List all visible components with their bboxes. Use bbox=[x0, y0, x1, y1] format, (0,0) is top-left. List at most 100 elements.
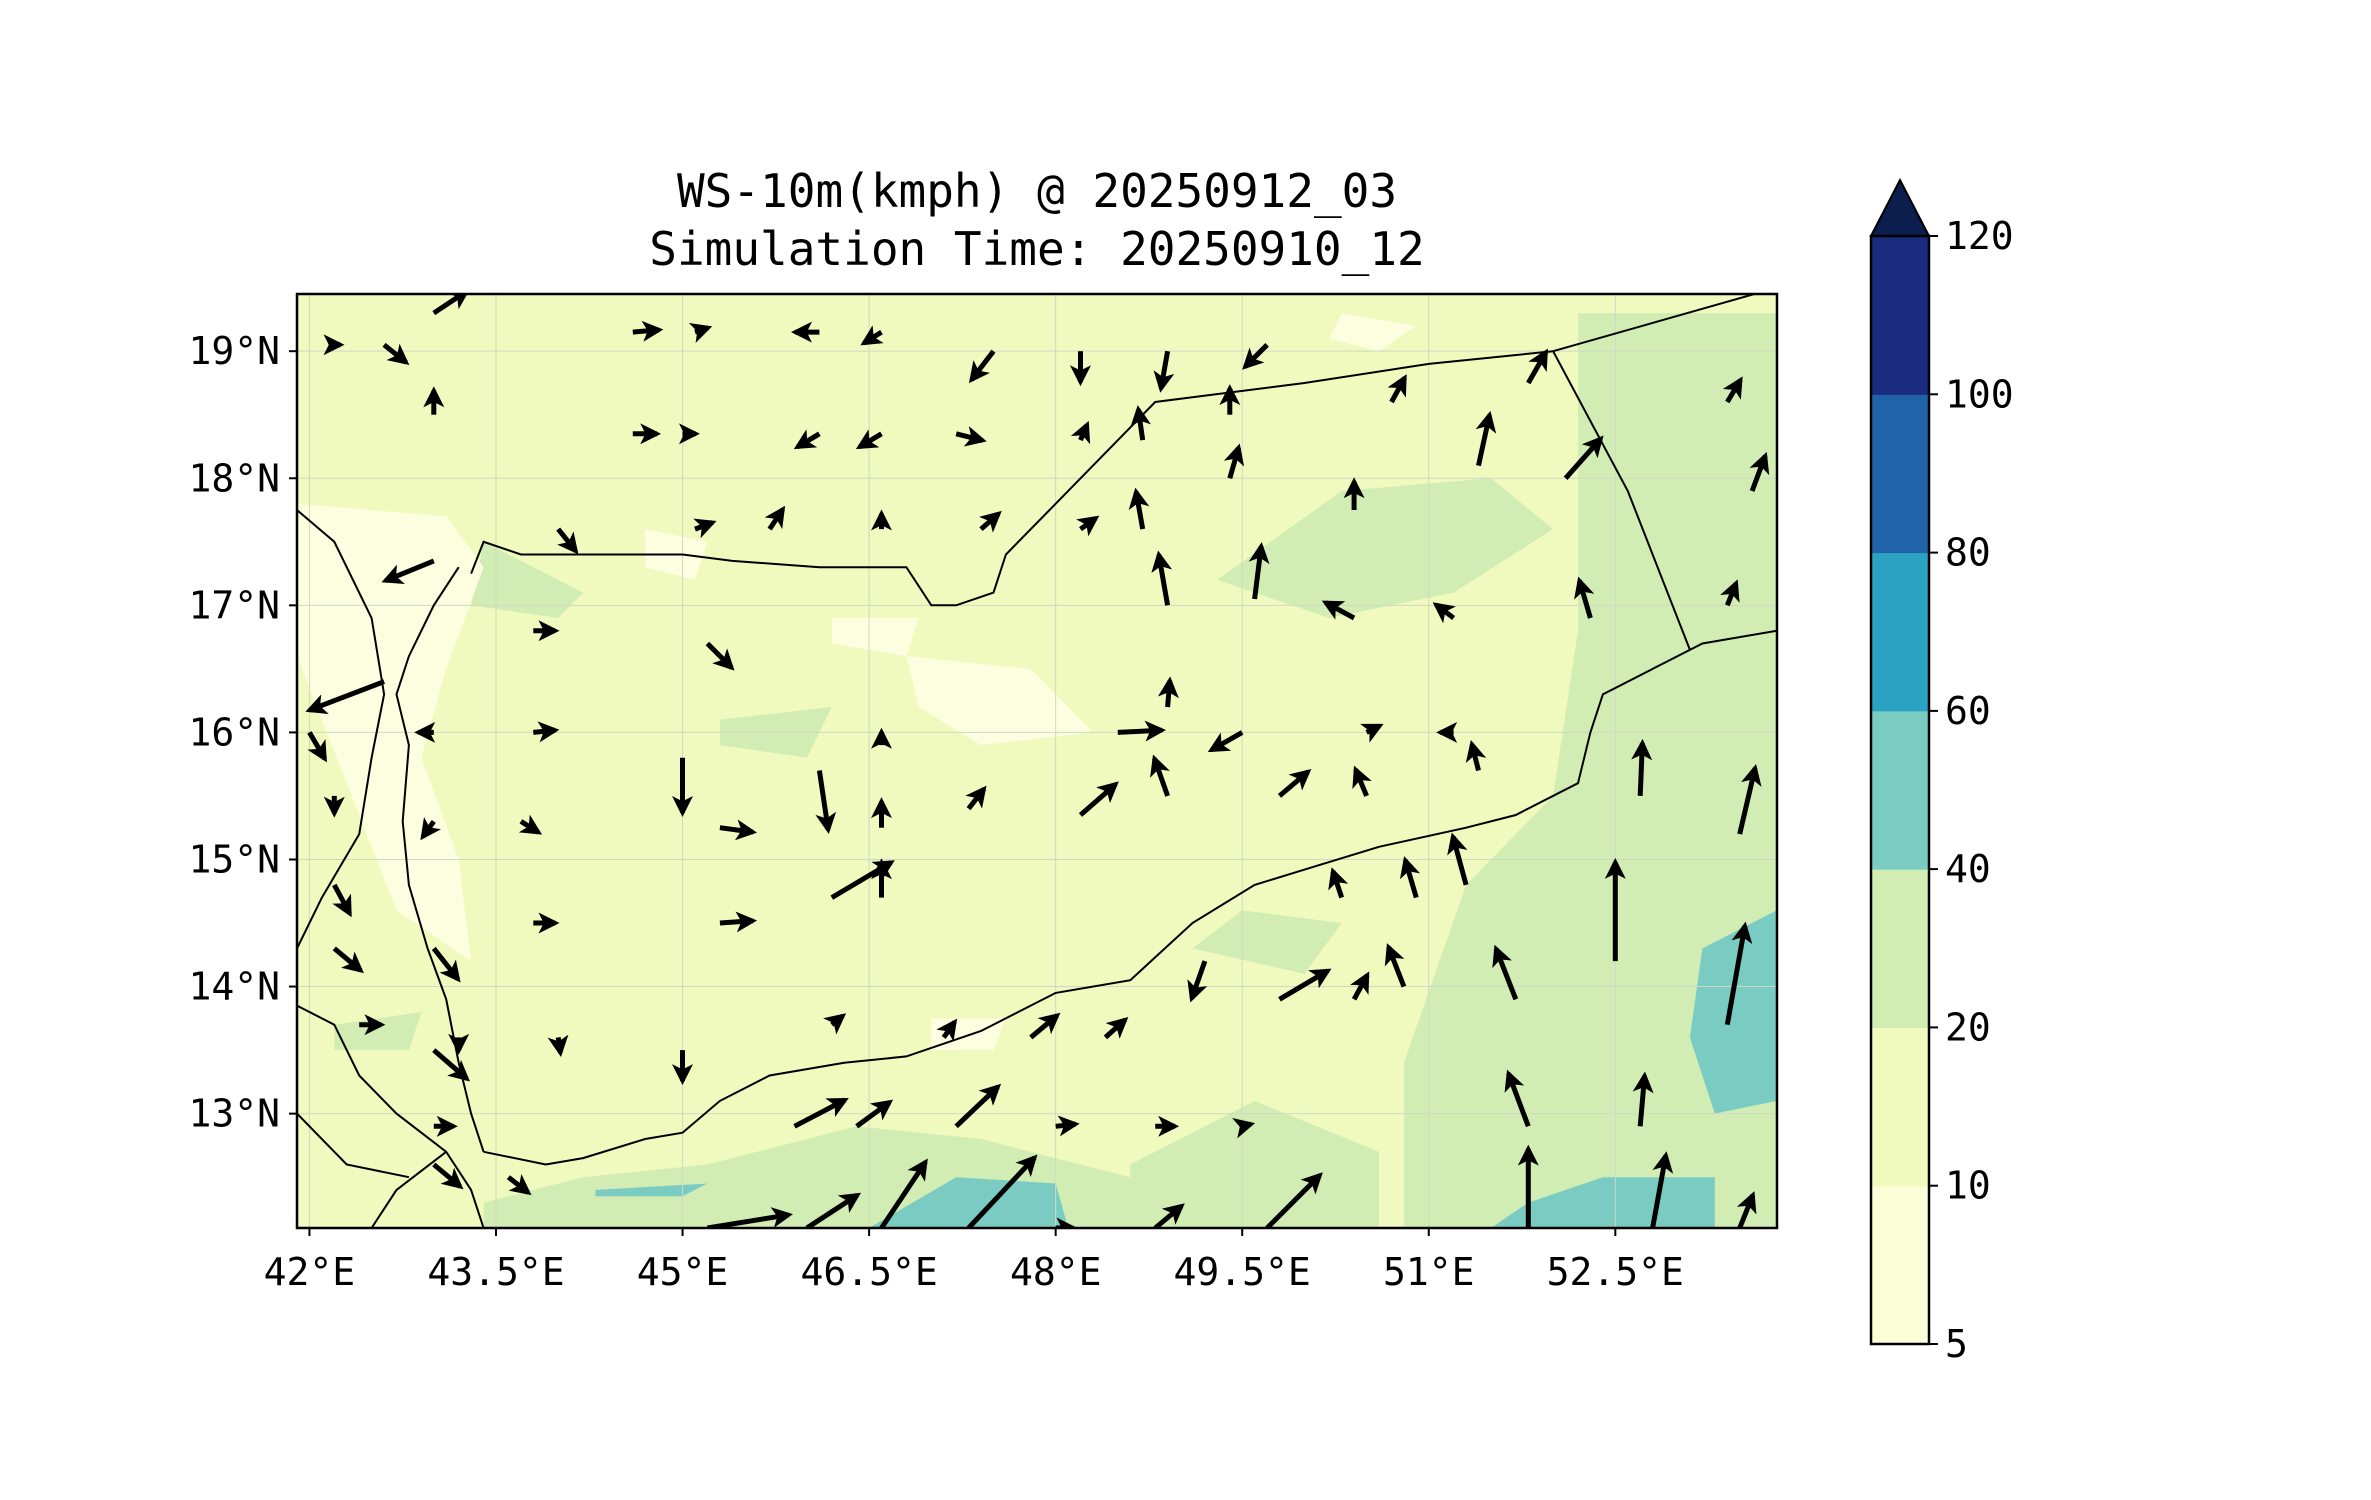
wind-vector bbox=[1722, 376, 1743, 404]
wind-vector bbox=[965, 785, 987, 811]
lon-tick-label: 45°E bbox=[637, 1250, 729, 1294]
wind-vector bbox=[533, 721, 560, 743]
wind-speed-field bbox=[297, 313, 1777, 1228]
wind-vector bbox=[1737, 764, 1762, 835]
wind-vector bbox=[382, 342, 410, 366]
wind-vector bbox=[1128, 487, 1150, 530]
horn-coastline bbox=[297, 1004, 485, 1228]
wind-vector bbox=[1475, 410, 1497, 467]
field-region-40-60 bbox=[1689, 910, 1777, 1114]
wind-vector bbox=[1574, 576, 1595, 619]
wind-vector bbox=[1350, 971, 1370, 1001]
wind-vector bbox=[855, 1099, 894, 1129]
lat-tick-label: 19°N bbox=[188, 329, 280, 373]
wind-vector bbox=[936, 1018, 958, 1042]
colorbar-band bbox=[1871, 236, 1929, 395]
wind-vector bbox=[793, 429, 821, 450]
wind-vector bbox=[879, 1158, 928, 1228]
wind-vector bbox=[1384, 943, 1407, 988]
field-region-5-10 bbox=[831, 618, 919, 657]
wind-vector bbox=[1749, 451, 1770, 492]
field-region-40-60 bbox=[869, 1177, 1069, 1228]
colorbar-frame bbox=[1869, 234, 1931, 1346]
lat-tick-label: 18°N bbox=[188, 456, 280, 500]
field-region-20-40 bbox=[471, 541, 584, 618]
wind-vector bbox=[719, 819, 758, 841]
wind-vector bbox=[688, 323, 713, 343]
field-region-20-40 bbox=[1130, 1100, 1379, 1228]
wind-vector bbox=[431, 946, 461, 983]
wind-vector bbox=[979, 510, 1002, 533]
field-region-5-10 bbox=[906, 656, 1093, 746]
wind-vector bbox=[381, 558, 435, 585]
wind-vector bbox=[1504, 1069, 1531, 1128]
wind-vector bbox=[1029, 1012, 1061, 1040]
lat-tick-label: 14°N bbox=[188, 965, 280, 1009]
wind-vector bbox=[1387, 374, 1407, 404]
wind-vector bbox=[1321, 600, 1356, 621]
wind-vector bbox=[815, 770, 837, 835]
wind-vector bbox=[1277, 768, 1312, 798]
chart-title: WS-10m(kmph) @ 20250912_03 Simulation Ti… bbox=[297, 162, 1777, 278]
field-region-5-10 bbox=[1329, 313, 1417, 352]
wind-vector bbox=[1153, 1203, 1185, 1228]
wind-vector bbox=[1157, 676, 1179, 708]
wind-vector bbox=[1232, 1117, 1256, 1139]
wind-vector bbox=[518, 814, 543, 835]
colorbar-band bbox=[1871, 1027, 1929, 1187]
wind-vector bbox=[1278, 968, 1332, 1002]
lat-tick-label: 13°N bbox=[188, 1092, 280, 1136]
wind-vector bbox=[1631, 738, 1653, 797]
wind-vector bbox=[764, 505, 786, 531]
lon-tick-labels: 42°E 43.5°E 45°E 46.5°E 48°E 49.5°E 51°E 52.5°E bbox=[264, 1228, 1684, 1294]
wind-vector bbox=[547, 1034, 569, 1057]
wind-vector bbox=[1720, 579, 1740, 607]
wind-vector bbox=[1465, 740, 1487, 772]
wind-vector bbox=[1207, 730, 1244, 753]
lat-tick-labels: 19°N 18°N 17°N 16°N 15°N 14°N 13°N bbox=[188, 329, 297, 1136]
wind-vector bbox=[1248, 542, 1270, 600]
lon-tick-label: 48°E bbox=[1010, 1250, 1102, 1294]
colorbar-band bbox=[1871, 869, 1929, 1028]
colorbar-tick-label: 20 bbox=[1945, 1005, 1991, 1049]
title-line-2: Simulation Time: 20250910_12 bbox=[649, 222, 1425, 276]
wind-vector bbox=[556, 527, 579, 555]
map-panel: 42°E 43.5°E 45°E 46.5°E 48°E 49.5°E 51°E 52.5°E… bbox=[188, 292, 1779, 1294]
wind-vector bbox=[966, 1154, 1038, 1228]
wind-vector bbox=[1360, 723, 1384, 743]
colorbar-band bbox=[1871, 552, 1929, 712]
wind-vector bbox=[1242, 343, 1269, 370]
wind-vector bbox=[1526, 348, 1549, 385]
wind-vector bbox=[823, 1013, 847, 1035]
yemen-saudi-border bbox=[470, 350, 1554, 607]
wind-vector bbox=[1078, 781, 1119, 817]
wind-vector bbox=[1328, 867, 1349, 899]
lon-tick-label: 49.5°E bbox=[1174, 1250, 1311, 1294]
lon-tick-label: 52.5°E bbox=[1547, 1250, 1684, 1294]
lat-tick-label: 16°N bbox=[188, 710, 280, 754]
wind-vector bbox=[954, 1083, 1002, 1129]
colorbar-tick-label: 10 bbox=[1945, 1164, 1991, 1208]
colorbar-extend-triangle bbox=[1869, 177, 1931, 237]
wind-vector bbox=[805, 1192, 862, 1228]
wind-vector bbox=[1103, 1017, 1129, 1040]
wind-vector bbox=[432, 1162, 464, 1190]
wind-vector bbox=[1447, 832, 1469, 886]
colorbar-tick-label: 5 bbox=[1945, 1322, 1968, 1366]
eritrea-ethiopia-border bbox=[297, 1112, 410, 1179]
wind-vector bbox=[305, 679, 385, 715]
wind-vector bbox=[420, 817, 442, 841]
colorbar: 5 10 20 40 60 80 100 120 bbox=[1869, 177, 2014, 1366]
wind-vector bbox=[1150, 754, 1170, 797]
colorbar-tick-label: 40 bbox=[1945, 847, 1991, 891]
wind-vector bbox=[1151, 550, 1173, 606]
lat-tick-label: 15°N bbox=[188, 838, 280, 882]
colorbar-band bbox=[1871, 394, 1929, 554]
wind-vector bbox=[860, 325, 884, 346]
colorbar-band bbox=[1871, 1185, 1929, 1345]
southern-coastline bbox=[483, 629, 1777, 1166]
wind-vector bbox=[1076, 515, 1100, 537]
wind-vector bbox=[1223, 443, 1245, 479]
colorbar-band bbox=[1871, 710, 1929, 870]
wind-vector bbox=[1650, 1151, 1674, 1228]
